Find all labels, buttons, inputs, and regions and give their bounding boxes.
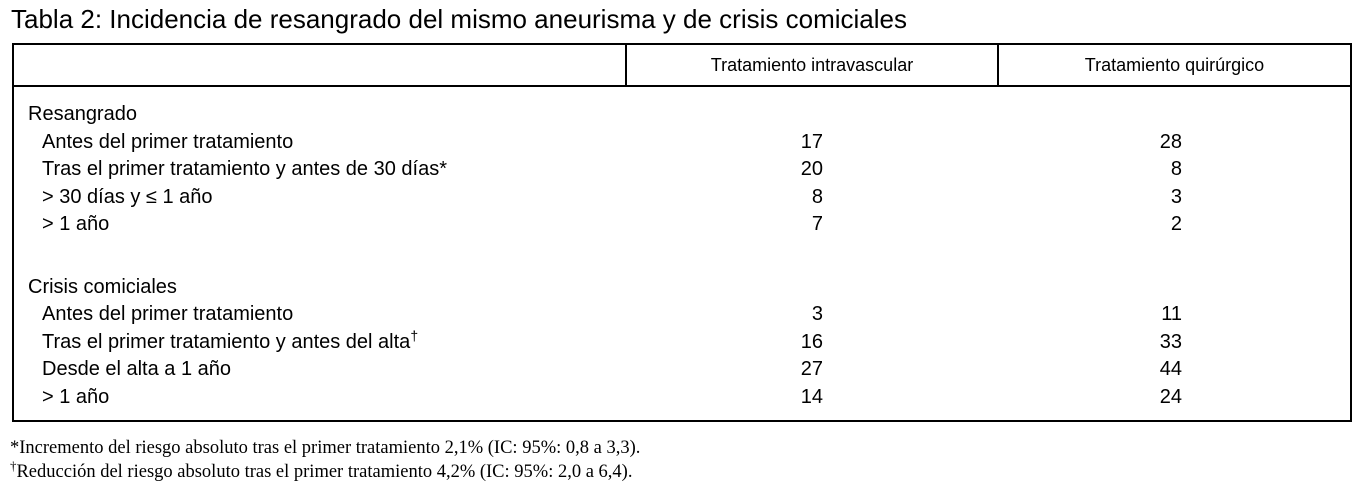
table-row: > 1 año 14 24	[14, 384, 1350, 412]
cell-quirurgico: 33	[1159, 330, 1182, 353]
data-table: Tratamiento intravascular Tratamiento qu…	[12, 43, 1352, 422]
section-heading: Crisis comiciales	[28, 275, 177, 298]
table-row: > 1 año 7 2	[14, 211, 1350, 239]
table-row: Tras el primer tratamiento y antes de 30…	[14, 156, 1350, 184]
table-body: Resangrado Antes del primer tratamiento …	[14, 87, 1350, 420]
row-label-text: Tras el primer tratamiento y antes de 30…	[42, 158, 447, 180]
row-label-text: Tras el primer tratamiento y antes del a…	[42, 330, 411, 353]
section-gap	[14, 239, 1350, 274]
cell-quirurgico: 8	[1170, 158, 1182, 180]
cell-quirurgico: 24	[1159, 385, 1182, 408]
cell-intravascular: 16	[800, 330, 823, 353]
row-label-text: > 30 días y ≤ 1 año	[42, 185, 213, 208]
header-empty-cell	[14, 45, 625, 85]
row-label: Tras el primer tratamiento y antes del a…	[14, 326, 625, 357]
cell-quirurgico: 11	[1161, 303, 1182, 325]
footnote-asterisk: *Incremento del riesgo absoluto tras el …	[10, 436, 640, 460]
footnote-dagger: †Reducción del riesgo absoluto tras el p…	[10, 457, 640, 484]
section-heading: Resangrado	[28, 103, 137, 125]
header-col-quirurgico: Tratamiento quirúrgico	[997, 45, 1350, 85]
cell-intravascular: 17	[800, 130, 823, 153]
cell-quirurgico: 28	[1159, 130, 1182, 153]
cell-intravascular: 8	[811, 185, 823, 208]
table-row: Antes del primer tratamiento 17 28	[14, 129, 1350, 157]
section-heading-row: Crisis comiciales	[14, 274, 1350, 302]
header-col-intravascular: Tratamiento intravascular	[625, 45, 997, 85]
row-label: Antes del primer tratamiento	[14, 129, 625, 157]
row-label-sup: †	[410, 326, 419, 343]
section-heading-row: Resangrado	[14, 101, 1350, 129]
table-row: Desde el alta a 1 año 27 44	[14, 356, 1350, 384]
footnotes: *Incremento del riesgo absoluto tras el …	[10, 436, 640, 484]
row-label-text: Antes del primer tratamiento	[42, 303, 294, 325]
asterisk-marker: *	[10, 438, 20, 458]
table-row: > 30 días y ≤ 1 año 8 3	[14, 184, 1350, 212]
row-label: Desde el alta a 1 año	[14, 356, 625, 384]
cell-quirurgico: 44	[1159, 358, 1182, 380]
row-label: > 1 año	[14, 211, 625, 239]
cell-quirurgico: 3	[1170, 185, 1182, 208]
cell-intravascular: 14	[800, 385, 823, 408]
footnote-text: Reducción del riesgo absoluto tras el pr…	[16, 462, 633, 482]
table-title: Tabla 2: Incidencia de resangrado del mi…	[11, 4, 907, 34]
dagger-marker: †	[10, 457, 17, 473]
row-label: > 30 días y ≤ 1 año	[14, 184, 625, 212]
cell-intravascular: 20	[800, 158, 823, 180]
table-row: Antes del primer tratamiento 3 11	[14, 301, 1350, 329]
table-header-row: Tratamiento intravascular Tratamiento qu…	[14, 45, 1350, 87]
row-label: Tras el primer tratamiento y antes de 30…	[14, 156, 625, 184]
row-label: Antes del primer tratamiento	[14, 301, 625, 329]
cell-intravascular: 3	[811, 303, 823, 325]
footnote-text: Incremento del riesgo absoluto tras el p…	[19, 438, 641, 458]
cell-intravascular: 27	[800, 358, 823, 380]
cell-quirurgico: 2	[1170, 213, 1182, 235]
row-label-text: Antes del primer tratamiento	[42, 130, 294, 153]
row-label-text: Desde el alta a 1 año	[42, 358, 232, 380]
row-label-text: > 1 año	[42, 385, 110, 408]
cell-intravascular: 7	[811, 213, 823, 235]
table-row: Tras el primer tratamiento y antes del a…	[14, 326, 1350, 357]
row-label: > 1 año	[14, 384, 625, 412]
row-label-text: > 1 año	[42, 213, 110, 235]
